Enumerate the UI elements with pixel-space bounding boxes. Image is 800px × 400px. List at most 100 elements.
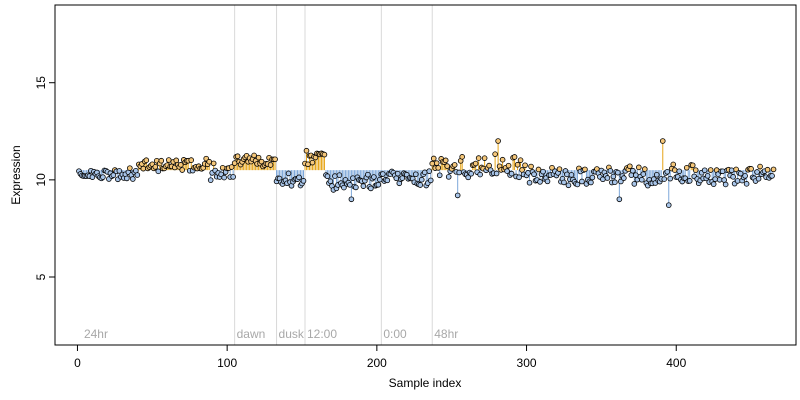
data-point xyxy=(173,157,180,164)
data-point xyxy=(368,185,374,192)
x-axis: 0 100 200 300 400 xyxy=(74,344,687,370)
data-point xyxy=(445,174,452,180)
timepoint-annotations: 24hr dawn dusk 12:00 0:00 48hr xyxy=(84,327,458,341)
data-point xyxy=(341,184,347,191)
data-point xyxy=(516,174,522,181)
data-point xyxy=(639,176,645,183)
data-point xyxy=(615,169,621,176)
data-point xyxy=(140,165,147,172)
data-point xyxy=(324,173,331,180)
data-point xyxy=(360,183,367,189)
data-point xyxy=(451,162,458,168)
data-point xyxy=(508,170,515,177)
y-axis: 5 10 15 xyxy=(34,76,56,280)
vertical-marker-lines xyxy=(234,5,433,345)
data-point xyxy=(549,164,555,171)
data-point xyxy=(667,175,674,182)
data-point xyxy=(377,176,383,183)
data-point xyxy=(514,161,521,168)
data-point xyxy=(511,154,518,160)
x-axis-label: Sample index xyxy=(389,376,462,390)
data-point xyxy=(618,178,624,185)
x-tick-label: 400 xyxy=(666,356,686,370)
data-point xyxy=(710,181,717,187)
data-point xyxy=(230,174,236,180)
x-tick-label: 100 xyxy=(217,356,237,370)
data-point xyxy=(526,179,533,186)
data-point xyxy=(371,174,377,180)
data-point xyxy=(730,174,736,180)
data-point xyxy=(519,167,525,173)
data-point xyxy=(661,176,668,182)
data-point xyxy=(525,170,531,176)
data-point xyxy=(347,182,353,188)
data-point xyxy=(481,155,488,161)
data-point xyxy=(504,168,510,174)
data-point xyxy=(556,166,563,172)
data-point xyxy=(528,163,534,170)
data-point xyxy=(188,157,195,163)
data-point xyxy=(588,179,594,186)
data-point xyxy=(659,138,666,144)
data-point xyxy=(210,160,217,167)
data-point xyxy=(134,172,141,178)
data-point xyxy=(719,168,726,175)
data-point xyxy=(755,175,762,182)
data-point xyxy=(228,164,235,170)
data-point xyxy=(336,172,343,178)
data-point xyxy=(582,166,588,173)
data-point xyxy=(653,171,660,178)
data-point xyxy=(158,157,165,164)
data-point xyxy=(435,165,442,171)
data-point xyxy=(671,167,678,173)
data-point xyxy=(165,157,172,163)
timepoint-label: dawn xyxy=(237,327,266,341)
y-axis-label: Expression xyxy=(9,145,23,204)
data-point xyxy=(607,168,614,174)
data-point xyxy=(707,167,714,173)
timepoint-label: 24hr xyxy=(84,327,108,341)
data-point xyxy=(522,162,528,169)
data-point xyxy=(565,182,572,189)
data-point xyxy=(665,202,672,208)
data-point xyxy=(427,177,434,184)
data-point xyxy=(155,168,162,175)
data-point xyxy=(430,155,437,162)
data-point xyxy=(683,165,690,171)
data-point xyxy=(309,159,316,166)
data-point xyxy=(384,177,391,184)
data-point xyxy=(722,181,729,188)
data-point xyxy=(365,171,371,178)
data-point xyxy=(664,169,671,175)
data-point xyxy=(499,156,506,163)
data-point xyxy=(728,167,735,174)
x-tick-label: 300 xyxy=(517,356,537,370)
data-point xyxy=(468,170,474,177)
data-point xyxy=(327,178,334,184)
data-point xyxy=(743,181,750,187)
data-point xyxy=(737,170,744,177)
data-point xyxy=(517,157,524,163)
data-point xyxy=(305,161,311,168)
data-point xyxy=(505,162,512,169)
data-point xyxy=(564,171,570,178)
data-point xyxy=(429,160,436,167)
data-point xyxy=(574,181,581,188)
data-point xyxy=(769,173,775,179)
data-point xyxy=(418,176,425,183)
data-point xyxy=(454,192,461,199)
data-point xyxy=(258,158,265,165)
data-point xyxy=(285,170,292,177)
data-point xyxy=(621,175,627,181)
data-point xyxy=(477,171,483,178)
data-point xyxy=(353,184,359,191)
data-point xyxy=(459,154,465,160)
data-point xyxy=(604,175,611,181)
data-point xyxy=(321,151,328,158)
data-point xyxy=(442,157,449,164)
data-point xyxy=(676,168,683,175)
data-point xyxy=(267,162,274,168)
data-point xyxy=(393,175,400,182)
data-point xyxy=(689,162,696,169)
data-point xyxy=(579,178,585,185)
